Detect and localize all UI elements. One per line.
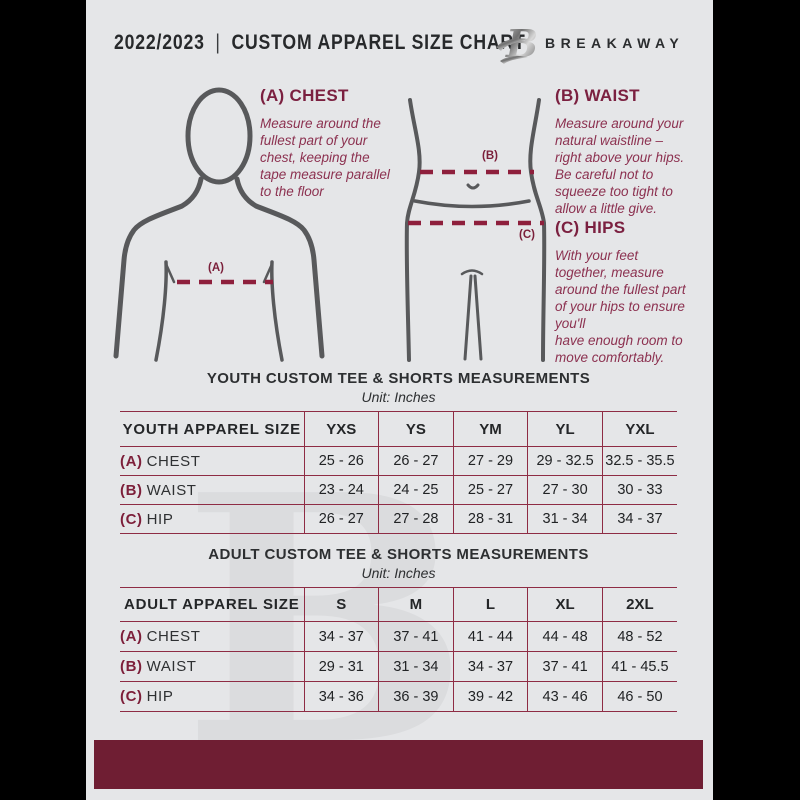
row-key: (C) <box>120 688 143 705</box>
cell-value: 29 - 31 <box>303 651 379 682</box>
cell-value: 34 - 37 <box>303 621 379 652</box>
adult-size-m: M <box>378 587 454 622</box>
adult-hip-label: (C) HIP <box>120 682 304 712</box>
cell-value: 37 - 41 <box>527 651 603 682</box>
waist-hips-figure-illustration <box>404 98 547 362</box>
cell-value: 29 - 32.5 <box>527 446 603 476</box>
hips-guide: (C) HIPS With your feet together, measur… <box>555 218 710 366</box>
table-row: (A) CHEST 25 - 26 26 - 27 27 - 29 29 - 32… <box>120 446 677 476</box>
youth-size-ym: YM <box>452 411 528 447</box>
cell-value: 26 - 27 <box>303 504 379 534</box>
document-title: 2022/2023 | CUSTOM APPAREL SIZE CHART <box>114 30 526 55</box>
cell-value: 39 - 42 <box>452 681 528 712</box>
chest-guide-text: Measure around the fullest part of your … <box>260 116 390 199</box>
cell-value: 24 - 25 <box>378 475 454 505</box>
cell-value: 34 - 36 <box>303 681 379 712</box>
cell-value: 37 - 41 <box>378 621 454 652</box>
table-row: (B) WAIST 23 - 24 24 - 25 25 - 27 27 - 30… <box>120 475 677 505</box>
row-key: (B) <box>120 658 143 675</box>
footer-bar <box>94 740 703 789</box>
hips-guide-text: With your feet together, measure around … <box>555 248 686 365</box>
hips-guide-heading: (C) HIPS <box>555 218 626 237</box>
row-label: CHEST <box>146 628 201 645</box>
youth-section-title: YOUTH CUSTOM TEE & SHORTS MEASUREMENTS <box>206 370 591 387</box>
youth-section-unit: Unit: Inches <box>361 389 436 405</box>
chest-guide-heading: (A) CHEST <box>260 86 349 105</box>
cell-value: 41 - 44 <box>452 621 528 652</box>
adult-section-title: ADULT CUSTOM TEE & SHORTS MEASUREMENTS <box>208 546 589 563</box>
cell-value: 44 - 48 <box>527 621 603 652</box>
adult-size-l: L <box>452 587 528 622</box>
youth-chest-label: (A) CHEST <box>120 447 304 476</box>
adult-size-2xl: 2XL <box>601 587 677 622</box>
cell-value: 32.5 - 35.5 <box>601 446 677 476</box>
row-label: CHEST <box>146 452 201 470</box>
youth-size-ys: YS <box>378 411 454 447</box>
youth-header-row: YOUTH APPAREL SIZE YXS YS YM YL YXL <box>120 411 677 447</box>
row-label: HIP <box>146 510 174 528</box>
cell-value: 25 - 27 <box>452 475 528 505</box>
waist-guide-heading: (B) WAIST <box>555 86 640 105</box>
youth-size-yl: YL <box>527 411 603 447</box>
cell-value: 36 - 39 <box>378 681 454 712</box>
row-key: (A) <box>120 628 143 645</box>
adult-size-xl: XL <box>527 587 603 622</box>
adult-header-row: ADULT APPAREL SIZE S M L XL 2XL <box>120 587 677 622</box>
youth-size-yxl: YXL <box>601 411 677 447</box>
marker-b-label: (B) <box>482 150 498 162</box>
cell-value: 25 - 26 <box>303 446 379 476</box>
cell-value: 27 - 28 <box>378 504 454 534</box>
cell-value: 46 - 50 <box>601 681 677 712</box>
cell-value: 31 - 34 <box>527 504 603 534</box>
row-label: WAIST <box>146 658 197 675</box>
adult-section-unit: Unit: Inches <box>361 565 436 581</box>
waist-guide: (B) WAIST Measure around your natural wa… <box>555 86 710 217</box>
row-label: WAIST <box>146 481 197 499</box>
breakaway-logo-icon: B <box>496 21 538 66</box>
brand-lockup: B BREAKAWAY <box>494 20 684 66</box>
marker-a-label: (A) <box>208 262 224 274</box>
row-key: (A) <box>120 452 143 470</box>
adult-waist-label: (B) WAIST <box>120 652 304 682</box>
row-label: HIP <box>146 688 174 705</box>
cell-value: 27 - 30 <box>527 475 603 505</box>
youth-size-table: YOUTH APPAREL SIZE YXS YS YM YL YXL (A) C… <box>120 411 677 534</box>
cell-value: 34 - 37 <box>601 504 677 534</box>
table-row: (B) WAIST 29 - 31 31 - 34 34 - 37 37 - 41… <box>120 651 677 682</box>
cell-value: 23 - 24 <box>303 475 379 505</box>
row-key: (C) <box>120 510 143 528</box>
table-row: (C) HIP 26 - 27 27 - 28 28 - 31 31 - 34 3… <box>120 504 677 534</box>
youth-hip-label: (C) HIP <box>120 505 304 534</box>
marker-c-label: (C) <box>519 229 535 241</box>
cell-value: 31 - 34 <box>378 651 454 682</box>
row-key: (B) <box>120 481 143 499</box>
chest-guide: (A) CHEST Measure around the fullest par… <box>260 86 395 200</box>
title-year: 2022/2023 <box>114 30 205 54</box>
adult-size-s: S <box>303 587 379 622</box>
adult-size-table: ADULT APPAREL SIZE S M L XL 2XL (A) CHEST… <box>120 587 677 712</box>
table-row: (A) CHEST 34 - 37 37 - 41 41 - 44 44 - 48… <box>120 621 677 652</box>
adult-chest-label: (A) CHEST <box>120 622 304 652</box>
table-row: (C) HIP 34 - 36 36 - 39 39 - 42 43 - 46 4… <box>120 681 677 712</box>
cell-value: 34 - 37 <box>452 651 528 682</box>
cell-value: 26 - 27 <box>378 446 454 476</box>
youth-size-header: YOUTH APPAREL SIZE <box>122 420 301 438</box>
cell-value: 30 - 33 <box>601 475 677 505</box>
cell-value: 27 - 29 <box>452 446 528 476</box>
cell-value: 43 - 46 <box>527 681 603 712</box>
chest-figure-illustration <box>113 87 325 362</box>
brand-name: BREAKAWAY <box>545 35 685 51</box>
youth-waist-label: (B) WAIST <box>120 476 304 505</box>
cell-value: 41 - 45.5 <box>601 651 677 682</box>
waist-guide-text: Measure around your natural waistline – … <box>555 116 685 216</box>
title-text: CUSTOM APPAREL SIZE CHART <box>231 30 526 54</box>
size-chart-document: B 2022/2023 | CUSTOM APPAREL SIZE CHART <box>86 0 713 800</box>
cell-value: 28 - 31 <box>452 504 528 534</box>
title-separator: | <box>215 30 221 54</box>
adult-size-header: ADULT APPAREL SIZE <box>123 596 300 613</box>
youth-size-yxs: YXS <box>303 411 379 447</box>
cell-value: 48 - 52 <box>601 621 677 652</box>
